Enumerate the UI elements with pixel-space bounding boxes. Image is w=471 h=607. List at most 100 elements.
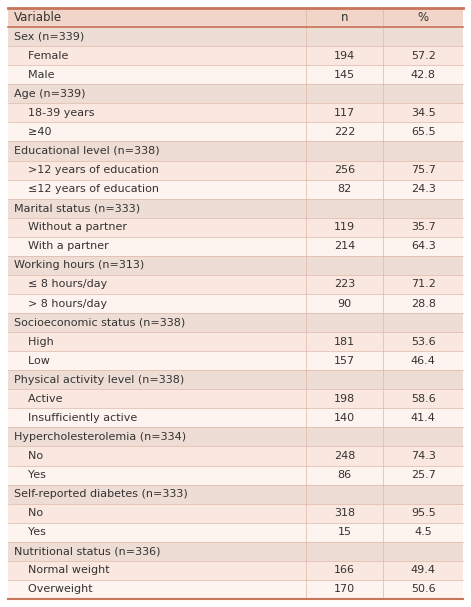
Text: 25.7: 25.7 — [411, 470, 436, 480]
Text: Normal weight: Normal weight — [14, 565, 110, 575]
Text: 41.4: 41.4 — [411, 413, 436, 423]
Bar — [8, 447, 463, 466]
Text: 181: 181 — [334, 337, 355, 347]
Text: With a partner: With a partner — [14, 242, 109, 251]
Bar — [8, 504, 463, 523]
Text: 24.3: 24.3 — [411, 184, 436, 194]
Bar — [8, 65, 463, 84]
Text: 194: 194 — [334, 50, 355, 61]
Text: 58.6: 58.6 — [411, 394, 436, 404]
Bar — [8, 275, 463, 294]
Text: 50.6: 50.6 — [411, 585, 436, 594]
Bar — [8, 123, 463, 141]
Bar — [8, 409, 463, 427]
Text: No: No — [14, 451, 43, 461]
Text: Age (n=339): Age (n=339) — [14, 89, 86, 99]
Text: Without a partner: Without a partner — [14, 222, 127, 232]
Bar — [8, 141, 463, 160]
Text: 214: 214 — [334, 242, 355, 251]
Text: High: High — [14, 337, 54, 347]
Bar — [8, 561, 463, 580]
Text: 35.7: 35.7 — [411, 222, 436, 232]
Text: 248: 248 — [334, 451, 356, 461]
Text: Physical activity level (n=338): Physical activity level (n=338) — [14, 375, 184, 385]
Bar — [8, 160, 463, 180]
Text: 90: 90 — [338, 299, 352, 308]
Bar — [8, 180, 463, 198]
Text: Yes: Yes — [14, 470, 46, 480]
Text: Insufficiently active: Insufficiently active — [14, 413, 137, 423]
Text: Variable: Variable — [14, 11, 62, 24]
Text: Female: Female — [14, 50, 68, 61]
Text: 4.5: 4.5 — [414, 527, 432, 537]
Text: 318: 318 — [334, 508, 355, 518]
Text: > 8 hours/day: > 8 hours/day — [14, 299, 107, 308]
Bar — [8, 198, 463, 218]
Bar — [8, 351, 463, 370]
Bar — [8, 313, 463, 332]
Text: 28.8: 28.8 — [411, 299, 436, 308]
Bar — [8, 27, 463, 46]
Text: ≥40: ≥40 — [14, 127, 51, 137]
Text: 34.5: 34.5 — [411, 108, 436, 118]
Text: 95.5: 95.5 — [411, 508, 436, 518]
Text: 145: 145 — [334, 70, 355, 80]
Text: Marital status (n=333): Marital status (n=333) — [14, 203, 140, 213]
Text: 18-39 years: 18-39 years — [14, 108, 95, 118]
Text: 170: 170 — [334, 585, 355, 594]
Bar — [8, 389, 463, 409]
Text: 222: 222 — [334, 127, 356, 137]
Bar — [8, 523, 463, 542]
Bar — [8, 580, 463, 599]
Text: Overweight: Overweight — [14, 585, 93, 594]
Text: 75.7: 75.7 — [411, 165, 436, 175]
Bar — [8, 294, 463, 313]
Bar — [8, 218, 463, 237]
Text: 46.4: 46.4 — [411, 356, 436, 365]
Text: 198: 198 — [334, 394, 355, 404]
Text: 57.2: 57.2 — [411, 50, 436, 61]
Text: Yes: Yes — [14, 527, 46, 537]
Bar — [8, 370, 463, 389]
Bar — [8, 484, 463, 504]
Text: 53.6: 53.6 — [411, 337, 436, 347]
Text: n: n — [341, 11, 349, 24]
Text: ≤12 years of education: ≤12 years of education — [14, 184, 159, 194]
Text: Educational level (n=338): Educational level (n=338) — [14, 146, 160, 156]
Text: 65.5: 65.5 — [411, 127, 436, 137]
Bar — [8, 332, 463, 351]
Bar — [8, 427, 463, 447]
Text: Nutritional status (n=336): Nutritional status (n=336) — [14, 546, 161, 557]
Text: 140: 140 — [334, 413, 355, 423]
Text: 117: 117 — [334, 108, 355, 118]
Text: 15: 15 — [338, 527, 352, 537]
Text: ≤ 8 hours/day: ≤ 8 hours/day — [14, 279, 107, 290]
Text: Active: Active — [14, 394, 63, 404]
Text: 166: 166 — [334, 565, 355, 575]
Bar — [8, 103, 463, 123]
Bar — [8, 84, 463, 103]
Text: %: % — [418, 11, 429, 24]
Text: 74.3: 74.3 — [411, 451, 436, 461]
Bar — [8, 8, 463, 27]
Text: 64.3: 64.3 — [411, 242, 436, 251]
Text: Socioeconomic status (n=338): Socioeconomic status (n=338) — [14, 317, 185, 328]
Text: 119: 119 — [334, 222, 355, 232]
Text: 71.2: 71.2 — [411, 279, 436, 290]
Bar — [8, 542, 463, 561]
Bar — [8, 256, 463, 275]
Text: No: No — [14, 508, 43, 518]
Bar — [8, 466, 463, 484]
Text: Male: Male — [14, 70, 55, 80]
Text: 86: 86 — [338, 470, 352, 480]
Text: 223: 223 — [334, 279, 355, 290]
Text: Self-reported diabetes (n=333): Self-reported diabetes (n=333) — [14, 489, 188, 499]
Text: Working hours (n=313): Working hours (n=313) — [14, 260, 144, 270]
Text: 49.4: 49.4 — [411, 565, 436, 575]
Text: Hypercholesterolemia (n=334): Hypercholesterolemia (n=334) — [14, 432, 186, 442]
Text: Low: Low — [14, 356, 50, 365]
Bar — [8, 237, 463, 256]
Text: Sex (n=339): Sex (n=339) — [14, 32, 84, 42]
Text: 157: 157 — [334, 356, 355, 365]
Text: 42.8: 42.8 — [411, 70, 436, 80]
